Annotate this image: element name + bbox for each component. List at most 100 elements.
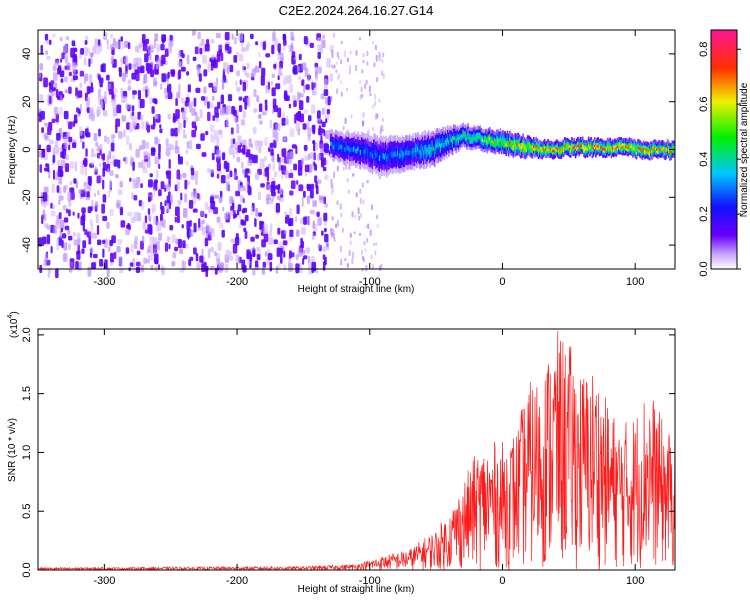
spectrogram-cell — [642, 145, 645, 149]
spectrogram-cell — [90, 246, 94, 254]
spectrogram-cell — [642, 152, 645, 156]
spectrogram-cell — [659, 155, 662, 158]
spectrogram-cell — [214, 194, 219, 199]
spectrogram-cell — [574, 148, 577, 152]
spectrogram-cell — [615, 151, 617, 155]
spectrogram-cell — [448, 131, 450, 137]
spectrogram-cell — [335, 138, 338, 143]
spectrogram-cell — [336, 88, 339, 94]
spectrogram-cell — [156, 43, 160, 53]
spectrogram-cell — [539, 139, 541, 143]
spectrogram-cell — [444, 139, 447, 145]
spectrogram-cell — [651, 154, 653, 158]
spectrogram-cell — [459, 125, 461, 130]
spectrogram-cell — [430, 160, 432, 167]
spectrogram-cell — [159, 128, 163, 134]
spectrogram-cell — [344, 138, 346, 144]
spectrogram-cell — [453, 139, 455, 144]
spectrogram-cell — [102, 162, 107, 171]
spectrogram-cell — [527, 149, 529, 153]
spectrogram-cell — [273, 63, 277, 69]
spectrogram-cell — [359, 37, 361, 41]
spectrogram-cell — [269, 119, 272, 129]
spectrogram-cell — [233, 213, 238, 218]
spectrogram-cell — [530, 149, 533, 153]
spectrogram-cell — [261, 266, 266, 275]
spectrogram-cell — [668, 150, 670, 154]
spectrogram-cell — [230, 127, 234, 135]
spectrogram-cell — [577, 141, 579, 145]
spectrogram-cell — [648, 152, 651, 156]
spectrogram-cell — [410, 135, 412, 141]
spectrogram-cell — [647, 144, 650, 148]
spectrogram-cell — [438, 132, 441, 138]
spectrogram-cell — [223, 160, 228, 169]
spectrogram-cell — [549, 152, 552, 156]
spectrogram-cell — [369, 156, 371, 163]
spectrogram-cell — [487, 144, 490, 148]
spectrogram-cell — [455, 141, 457, 146]
spectrogram-cell — [134, 45, 139, 53]
spectrogram-cell — [515, 136, 517, 141]
spectrogram-cell — [531, 150, 534, 154]
spectrogram-cell — [174, 216, 177, 223]
spectrogram-cell — [635, 154, 638, 157]
spectrogram-cell — [572, 153, 574, 157]
spectrogram-cell — [94, 201, 99, 208]
spectrogram-cell — [478, 142, 480, 146]
spectrogram-cell — [181, 53, 185, 59]
spectrogram-cell — [400, 147, 402, 153]
spectrogram-cell — [669, 157, 671, 161]
spectrogram-cell — [478, 145, 480, 149]
spectrogram-cell — [414, 142, 417, 148]
spectrogram-cell — [268, 147, 271, 152]
spectrogram-cell — [271, 32, 276, 42]
spectrogram-cell — [561, 142, 564, 146]
spectrogram-cell — [413, 141, 416, 147]
spectrogram-cell — [657, 141, 659, 145]
spectrogram-cell — [407, 145, 410, 151]
spectrogram-cell — [271, 73, 276, 78]
spectrogram-cell — [517, 142, 520, 146]
spectrogram-cell — [610, 148, 613, 152]
spectrogram-cell — [55, 113, 59, 123]
spectrogram-cell — [44, 223, 49, 228]
spectrogram-cell — [295, 146, 298, 155]
spectrogram-cell — [351, 137, 354, 143]
spectrogram-cell — [323, 89, 329, 96]
spectrogram-cell — [196, 143, 201, 150]
spectrogram-cell — [154, 114, 159, 120]
spectrogram-cell — [640, 153, 643, 157]
spectrogram-cell — [350, 137, 352, 143]
spectrogram-cell — [347, 132, 350, 137]
spectrogram-cell — [473, 140, 475, 145]
spectrogram-cell — [159, 124, 162, 129]
spectrogram-cell — [369, 136, 371, 142]
spectrogram-cell — [341, 136, 344, 142]
spectrogram-cell — [278, 161, 281, 168]
spectrogram-cell — [615, 139, 617, 143]
spectrogram-cell — [564, 151, 566, 155]
spectrogram-cell — [580, 148, 583, 152]
spectrogram-cell — [554, 155, 557, 159]
spectrogram-cell — [506, 133, 509, 138]
chart-title: C2E2.2024.264.16.27.G14 — [279, 3, 434, 18]
spectrogram-cell — [535, 144, 537, 148]
spectrogram-cell — [225, 249, 230, 255]
spectrogram-cell — [607, 140, 609, 144]
spectrogram-cell — [574, 143, 577, 147]
spectrogram-cell — [443, 133, 445, 139]
spectrogram-cell — [576, 138, 578, 142]
spectrogram-cell — [129, 122, 133, 133]
spectrogram-cell — [432, 145, 435, 152]
spectrogram-cell — [541, 151, 543, 155]
spectrogram-cell — [493, 137, 496, 141]
spectrogram-cell — [604, 148, 607, 151]
spectrogram-cell — [390, 162, 393, 169]
spectrogram-cell — [300, 217, 303, 225]
spectrogram-cell — [91, 200, 94, 207]
spectrogram-cell — [566, 137, 568, 141]
spectrogram-cell — [528, 141, 530, 145]
spectrogram-cell — [467, 135, 469, 140]
spectrogram-cell — [439, 152, 442, 158]
